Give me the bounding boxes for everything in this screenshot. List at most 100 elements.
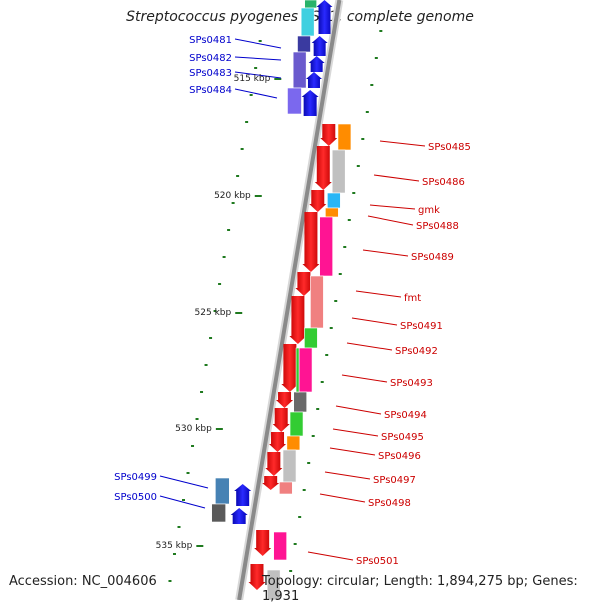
ring-tick	[204, 364, 208, 366]
ring-tick	[177, 526, 181, 528]
gene-feature-box	[310, 275, 324, 329]
gene-feature-box	[273, 531, 287, 561]
cds-arrow-forward	[316, 0, 333, 34]
reverse-gene-label: SPs0485	[428, 142, 471, 153]
gene-feature-box	[327, 192, 341, 209]
forward-gene-label: SPs0484	[189, 85, 232, 96]
gene-feature-box	[319, 216, 333, 277]
reverse-gene-label: SPs0498	[368, 498, 411, 509]
cds-arrow-forward	[301, 90, 319, 116]
cds-arrow-reverse	[314, 146, 332, 190]
ring-tick	[356, 165, 360, 167]
ring-tick	[325, 354, 329, 356]
ring-tick	[343, 246, 347, 248]
cds-arrow-reverse	[302, 212, 320, 272]
cds-arrow-reverse	[320, 124, 338, 146]
ring-tick	[245, 121, 249, 123]
ring-tick	[298, 516, 302, 518]
forward-gene-leader	[159, 495, 206, 509]
ring-tick	[200, 391, 204, 393]
ring-tick	[370, 84, 374, 86]
reverse-gene-leader	[379, 140, 426, 147]
ring-tick	[222, 256, 226, 258]
ring-tick	[249, 94, 253, 96]
cds-arrow-reverse	[281, 344, 299, 392]
reverse-gene-leader	[307, 551, 354, 561]
gene-feature-box	[211, 503, 226, 523]
gene-feature-box	[286, 435, 301, 451]
scale-label: 530 kbp	[175, 424, 212, 434]
reverse-gene-label: SPs0495	[381, 432, 424, 443]
ring-tick	[254, 67, 258, 69]
reverse-gene-leader	[369, 204, 416, 210]
cds-arrow-forward	[308, 56, 325, 72]
cds-arrow-reverse	[248, 564, 266, 590]
ring-tick	[352, 192, 356, 194]
reverse-gene-leader	[367, 215, 414, 226]
reverse-gene-leader	[341, 374, 388, 383]
ring-tick	[293, 543, 297, 545]
ring-tick	[209, 337, 213, 339]
ring-tick	[182, 499, 186, 501]
scale-label: 525 kbp	[195, 308, 232, 318]
reverse-gene-label: SPs0486	[422, 177, 465, 188]
reverse-gene-label: SPs0496	[378, 451, 421, 462]
reverse-gene-leader	[335, 405, 382, 415]
ring-tick	[258, 40, 262, 42]
forward-gene-label: SPs0482	[189, 53, 232, 64]
reverse-gene-label: gmk	[418, 205, 440, 216]
backbone-line	[237, 0, 342, 600]
reverse-gene-label: SPs0492	[395, 346, 438, 357]
cds-arrow-forward	[311, 36, 328, 56]
scale-major-tick	[254, 195, 262, 197]
reverse-gene-label: fmt	[404, 293, 421, 304]
reverse-gene-leader	[362, 249, 409, 257]
cds-arrow-reverse	[295, 272, 313, 296]
ring-tick	[195, 418, 199, 420]
gene-feature-box	[304, 327, 318, 349]
reverse-gene-leader	[355, 290, 402, 298]
ring-tick	[213, 310, 217, 312]
gene-feature-box	[293, 391, 308, 413]
forward-gene-label: SPs0500	[114, 492, 157, 503]
scale-label: 520 kbp	[214, 191, 251, 201]
gene-feature-box	[292, 51, 307, 89]
cds-arrow-reverse	[265, 452, 283, 476]
cds-arrow-forward	[305, 72, 322, 88]
forward-gene-label: SPs0499	[114, 472, 157, 483]
gene-feature-box	[325, 207, 339, 218]
scale-label: 515 kbp	[234, 74, 271, 84]
cds-arrow-reverse	[309, 190, 327, 212]
cds-arrow-reverse	[276, 392, 294, 408]
gene-feature-box	[215, 477, 230, 505]
ring-tick	[316, 408, 320, 410]
gene-feature-box	[297, 35, 311, 53]
ring-tick	[329, 327, 333, 329]
reverse-gene-leader	[346, 342, 393, 351]
ring-tick	[361, 138, 365, 140]
gene-feature-box	[331, 149, 346, 194]
forward-gene-label: SPs0481	[189, 35, 232, 46]
gene-feature-box	[266, 569, 281, 600]
cds-arrow-forward	[234, 484, 252, 506]
reverse-gene-leader	[351, 317, 398, 326]
reverse-gene-label: SPs0491	[400, 321, 443, 332]
ring-tick	[302, 489, 306, 491]
reverse-gene-label: SPs0489	[411, 252, 454, 263]
gene-feature-box	[287, 87, 302, 115]
ring-tick	[289, 570, 293, 572]
forward-gene-leader	[159, 475, 209, 489]
gene-feature-box	[300, 7, 315, 37]
reverse-gene-leader	[373, 174, 420, 182]
forward-gene-leader	[234, 38, 282, 49]
ring-tick	[338, 273, 342, 275]
scale-major-tick	[215, 428, 223, 430]
ring-tick	[236, 175, 240, 177]
ring-tick	[365, 111, 369, 113]
gene-feature-box	[279, 481, 293, 495]
ring-tick	[186, 472, 190, 474]
ring-tick	[191, 445, 195, 447]
gene-feature-box	[337, 123, 352, 151]
